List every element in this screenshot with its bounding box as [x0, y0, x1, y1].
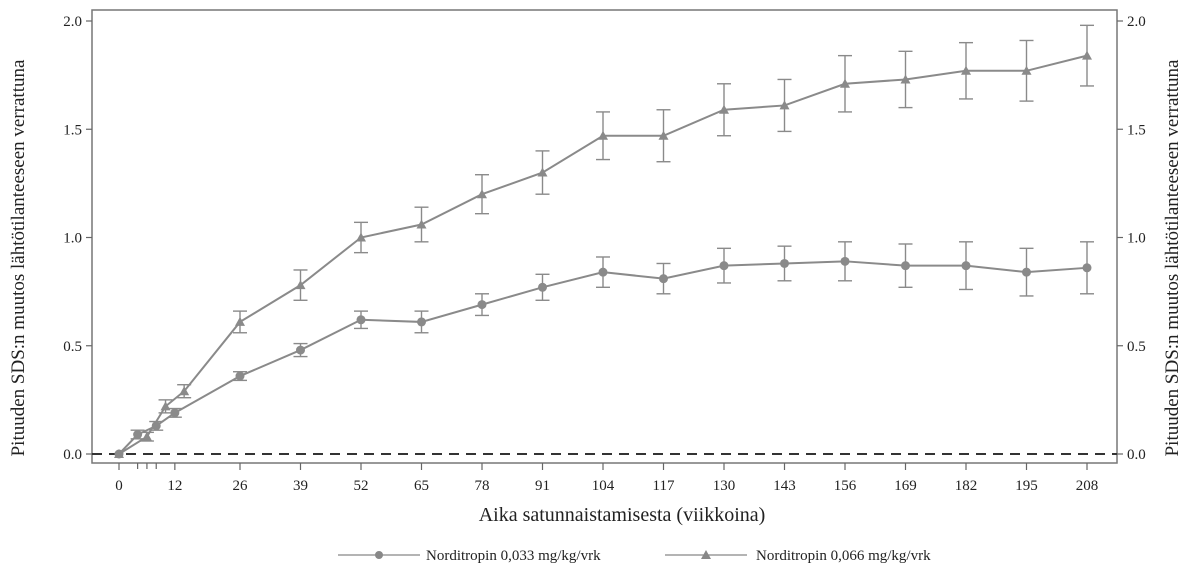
data-point-triangle: [416, 219, 427, 229]
right-y-axis-label: Pituuden SDS:n muutos lähtötilanteeseen …: [1162, 59, 1183, 456]
data-point-circle: [719, 261, 729, 271]
x-tick-label: 130: [713, 478, 736, 494]
data-point-triangle: [1082, 50, 1092, 60]
legend-label-033: Norditropin 0,033 mg/kg/vrk: [426, 548, 601, 564]
x-tick-label: 143: [773, 478, 796, 494]
data-point-triangle: [295, 280, 306, 290]
data-point-triangle: [598, 130, 608, 140]
left-y-tick-label: 2.0: [63, 14, 82, 30]
legend: Norditropin 0,033 mg/kg/vrk Norditropin …: [338, 548, 931, 564]
series-layer: [114, 24, 1094, 459]
data-point-triangle: [719, 104, 729, 114]
data-point-triangle: [900, 74, 911, 84]
data-point-triangle: [141, 431, 152, 441]
x-tick-label: 52: [354, 478, 369, 494]
series-066: [114, 24, 1094, 458]
x-tick-label: 78: [475, 478, 490, 494]
x-tick-label: 195: [1015, 478, 1038, 494]
right-y-axis: 0.0 0.5 1.0 1.5 2.0: [1117, 14, 1146, 463]
data-point-circle: [296, 345, 305, 355]
data-point-triangle: [477, 189, 487, 199]
legend-triangle-marker-icon: [701, 550, 711, 559]
x-tick-label: 91: [535, 478, 550, 494]
x-tick-label: 0: [115, 478, 123, 494]
x-tick-label: 39: [293, 478, 308, 494]
data-point-triangle: [537, 167, 548, 177]
x-tick-label: 65: [414, 478, 429, 494]
data-point-triangle: [1021, 65, 1032, 75]
x-tick-label: 12: [167, 478, 182, 494]
right-y-tick-label: 2.0: [1127, 14, 1146, 30]
x-tick-label: 156: [834, 478, 857, 494]
left-y-tick-label: 0.5: [63, 339, 82, 355]
data-point-circle: [780, 258, 789, 268]
data-point-circle: [1022, 267, 1031, 277]
right-y-tick-label: 0.5: [1127, 339, 1146, 355]
data-point-circle: [598, 267, 608, 277]
data-point-circle: [133, 430, 143, 440]
legend-label-066: Norditropin 0,066 mg/kg/vrk: [756, 548, 931, 564]
x-tick-label: 104: [592, 478, 615, 494]
data-point-triangle: [658, 130, 669, 140]
x-tick-label: 26: [233, 478, 249, 494]
data-point-circle: [477, 300, 487, 310]
data-point-circle: [659, 274, 668, 284]
right-y-tick-label: 0.0: [1127, 447, 1146, 463]
data-point-triangle: [179, 386, 190, 396]
data-point-circle: [170, 408, 180, 418]
left-y-axis-label: Pituuden SDS:n muutos lähtötilanteeseen …: [8, 59, 29, 456]
data-point-triangle: [160, 401, 171, 411]
data-point-triangle: [114, 449, 124, 458]
data-point-triangle: [356, 232, 366, 242]
x-tick-label: 182: [955, 478, 978, 494]
legend-circle-marker-icon: [375, 551, 383, 559]
data-point-triangle: [961, 65, 971, 75]
data-point-circle: [356, 315, 366, 325]
data-point-circle: [901, 261, 910, 271]
x-tick-label: 117: [653, 478, 675, 494]
right-y-tick-label: 1.0: [1127, 231, 1146, 247]
data-point-circle: [235, 371, 245, 381]
x-axis-label: Aika satunnaistamisesta (viikkoina): [479, 504, 766, 526]
data-point-triangle: [779, 100, 790, 110]
left-y-axis: 0.0 0.5 1.0 1.5 2.0: [63, 14, 92, 463]
data-point-circle: [417, 317, 426, 327]
data-point-triangle: [840, 78, 850, 88]
data-point-triangle: [235, 316, 245, 326]
data-point-circle: [538, 282, 547, 292]
right-y-tick-label: 1.5: [1127, 122, 1146, 138]
data-point-circle: [1082, 263, 1092, 273]
plot-frame: [91, 9, 1118, 464]
left-y-tick-label: 0.0: [63, 447, 82, 463]
x-tick-label: 208: [1076, 478, 1099, 494]
left-y-tick-label: 1.0: [63, 231, 82, 247]
series-line: [118, 260, 1088, 455]
x-axis: 0 12 26 39 52 65 78 91 104 117 130 143 156 169 182 195 2…: [115, 463, 1098, 494]
data-point-circle: [961, 261, 971, 271]
left-y-tick-label: 1.5: [63, 122, 82, 138]
x-tick-label: 169: [894, 478, 917, 494]
data-point-circle: [840, 256, 850, 266]
series-033: [114, 241, 1094, 459]
